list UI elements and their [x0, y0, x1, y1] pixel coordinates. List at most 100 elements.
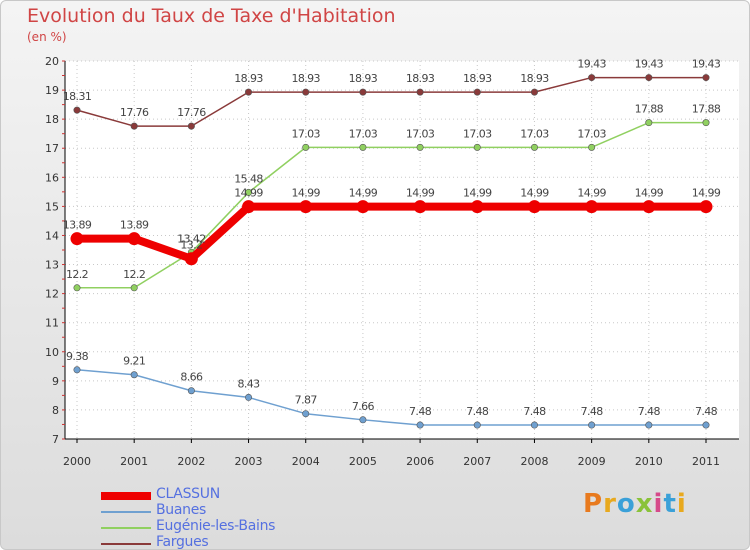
data-label: 19.43 — [635, 58, 664, 71]
x-tick-label: 2005 — [349, 455, 377, 468]
data-point — [127, 232, 141, 246]
y-tick-label: 12 — [45, 288, 59, 301]
chart-title: Evolution du Taux de Taxe d'Habitation — [27, 5, 396, 27]
data-point — [356, 200, 370, 214]
data-label: 19.43 — [692, 58, 721, 71]
data-point — [130, 371, 138, 379]
data-label: 14.99 — [692, 187, 721, 200]
y-tick-label: 11 — [45, 317, 59, 330]
data-label: 9.21 — [123, 355, 145, 368]
x-tick-label: 2003 — [235, 455, 263, 468]
y-tick-label: 7 — [52, 433, 59, 446]
data-label: 7.48 — [581, 405, 604, 418]
series-line-buanes — [76, 369, 706, 426]
brand-letter: i — [653, 489, 664, 519]
y-tick-label: 18 — [45, 113, 59, 126]
data-point — [416, 421, 424, 429]
brand-letter: x — [635, 489, 654, 519]
data-point — [702, 74, 710, 82]
brand-letter: t — [663, 489, 677, 519]
data-label: 17.88 — [692, 103, 721, 116]
legend-swatch — [101, 511, 151, 513]
data-label: 9.38 — [66, 350, 89, 363]
data-point — [413, 200, 427, 214]
data-label: 14.99 — [577, 187, 606, 200]
legend-label: Fargues — [156, 534, 209, 550]
data-point — [645, 421, 653, 429]
data-point — [585, 200, 599, 214]
data-point — [359, 143, 367, 151]
data-label: 17.76 — [120, 106, 149, 119]
data-label: 7.48 — [466, 405, 489, 418]
data-label: 12.2 — [66, 268, 88, 281]
data-label: 17.03 — [520, 127, 549, 140]
data-point — [245, 188, 253, 196]
data-label: 7.66 — [352, 400, 375, 413]
y-tick-label: 17 — [45, 142, 59, 155]
data-label: 17.76 — [177, 106, 206, 119]
legend-swatch — [101, 543, 151, 545]
data-label: 18.93 — [349, 72, 378, 85]
brand-letter: r — [603, 489, 617, 519]
data-point — [73, 106, 81, 114]
data-label: 13.2 — [180, 239, 202, 252]
data-point — [473, 88, 481, 96]
data-point — [645, 74, 653, 82]
data-label: 13.89 — [63, 219, 92, 232]
data-point — [302, 410, 310, 418]
data-point — [73, 284, 81, 292]
data-label: 14.99 — [349, 187, 378, 200]
data-point — [588, 143, 596, 151]
data-point — [416, 143, 424, 151]
x-tick-label: 2000 — [63, 455, 91, 468]
data-label: 7.48 — [638, 405, 661, 418]
data-label: 7.48 — [695, 405, 718, 418]
y-tick-label: 8 — [52, 404, 59, 417]
brand-letter: i — [676, 489, 687, 519]
data-label: 18.93 — [234, 72, 263, 85]
data-point — [702, 119, 710, 127]
brand-letter: o — [616, 489, 636, 519]
data-point — [473, 143, 481, 151]
data-point — [187, 122, 195, 130]
data-point — [245, 88, 253, 96]
legend-item: Eugénie-les-Bains — [101, 518, 361, 535]
x-tick-label: 2002 — [177, 455, 205, 468]
data-label: 17.03 — [463, 127, 492, 140]
data-point — [242, 200, 256, 214]
data-label: 19.43 — [577, 58, 606, 71]
data-point — [359, 416, 367, 424]
data-label: 17.03 — [577, 127, 606, 140]
data-point — [530, 88, 538, 96]
data-point — [588, 421, 596, 429]
data-label: 14.99 — [463, 187, 492, 200]
data-label: 14.99 — [291, 187, 320, 200]
y-tick-label: 19 — [45, 84, 59, 97]
data-label: 17.88 — [635, 103, 664, 116]
y-tick-label: 10 — [45, 346, 59, 359]
y-tick-label: 15 — [45, 200, 59, 213]
data-label: 7.48 — [523, 405, 546, 418]
data-label: 15.48 — [234, 172, 263, 185]
data-point — [184, 252, 198, 266]
data-label: 14.99 — [406, 187, 435, 200]
data-label: 17.03 — [406, 127, 435, 140]
data-point — [588, 74, 596, 82]
data-label: 14.99 — [520, 187, 549, 200]
data-point — [73, 366, 81, 374]
legend-label: CLASSUN — [156, 486, 220, 502]
data-point — [245, 393, 253, 401]
data-point — [699, 200, 713, 214]
legend-item: Buanes — [101, 502, 361, 519]
legend-label: Buanes — [156, 502, 207, 518]
legend-item: CLASSUN — [101, 486, 361, 503]
data-point — [530, 421, 538, 429]
data-point — [130, 122, 138, 130]
data-point — [527, 200, 541, 214]
x-tick-label: 2007 — [463, 455, 491, 468]
x-tick-label: 2006 — [406, 455, 434, 468]
data-point — [130, 284, 138, 292]
data-point — [642, 200, 656, 214]
